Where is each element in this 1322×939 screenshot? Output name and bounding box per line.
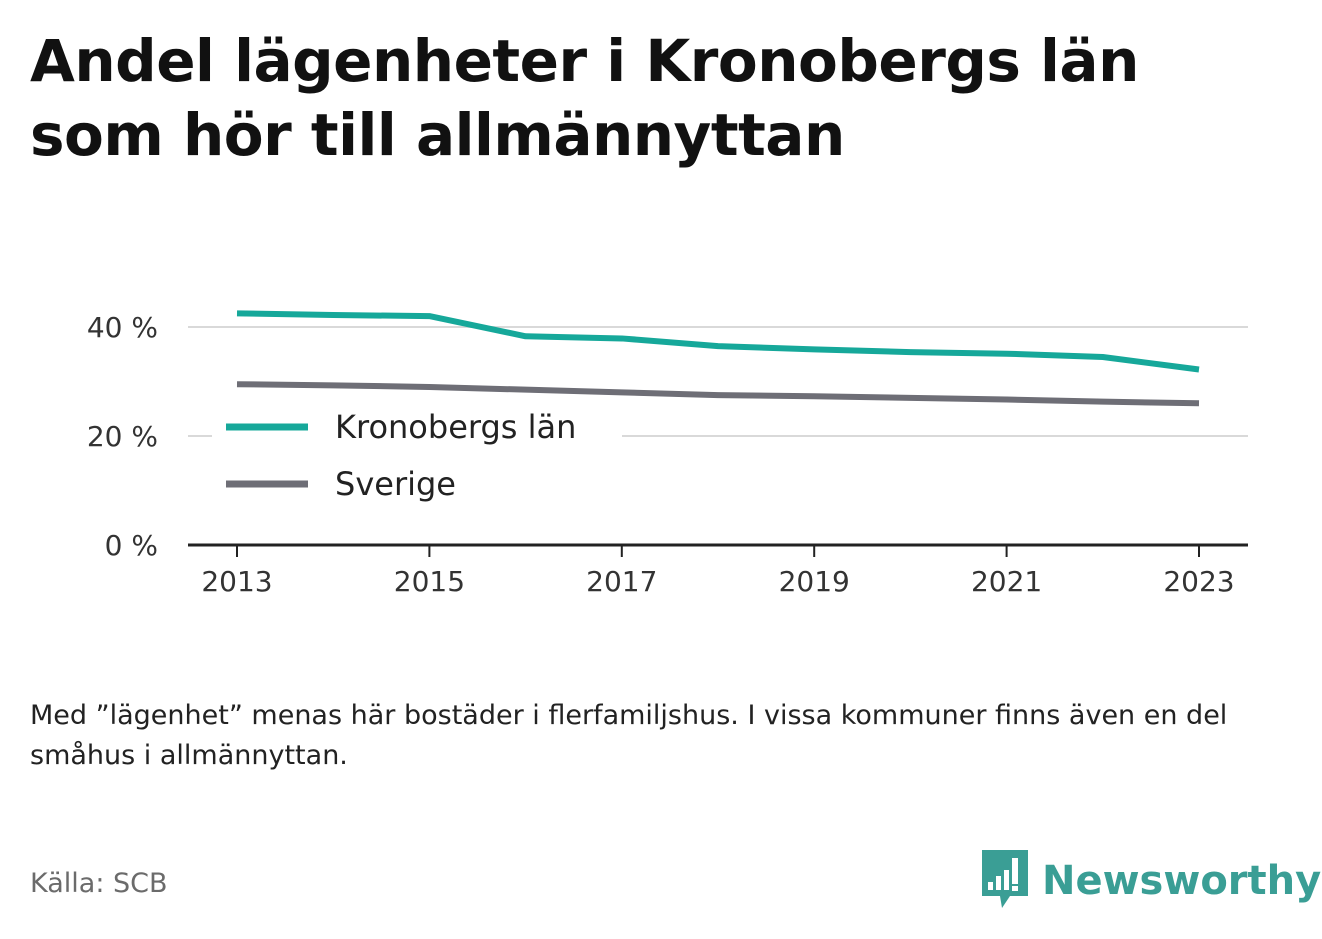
x-tick-label: 2023 (1163, 565, 1234, 598)
line-chart: 0 % 20 % 40 % 2013 2015 2017 2019 2021 2023 Krono… (87, 310, 1248, 598)
chart-title: Andel lägenheter i Kronobergs län som hö… (30, 27, 1139, 169)
series-line-sverige (236, 381, 1200, 407)
series-line-kronobergs-l-n (236, 310, 1200, 373)
y-tick-label: 40 % (87, 311, 158, 344)
x-tick-label: 2017 (586, 565, 657, 598)
legend-label: Sverige (335, 465, 456, 503)
y-tick-label: 20 % (87, 420, 158, 453)
brand-logo[interactable]: Newsworthy (980, 848, 1321, 914)
y-tick-label: 0 % (105, 529, 158, 562)
legend-background (212, 398, 622, 526)
source-credit: Källa: SCB (30, 868, 168, 899)
legend-label: Kronobergs län (335, 408, 576, 446)
x-tick-label: 2021 (971, 565, 1042, 598)
bar-chart-bubble-icon (980, 848, 1030, 914)
x-tick-label: 2015 (394, 565, 465, 598)
footnote: Med ”lägenhet” menas här bostäder i fler… (30, 700, 1228, 771)
x-tick-label: 2019 (779, 565, 850, 598)
brand-name: Newsworthy (1042, 858, 1322, 904)
x-tick-label: 2013 (201, 565, 272, 598)
